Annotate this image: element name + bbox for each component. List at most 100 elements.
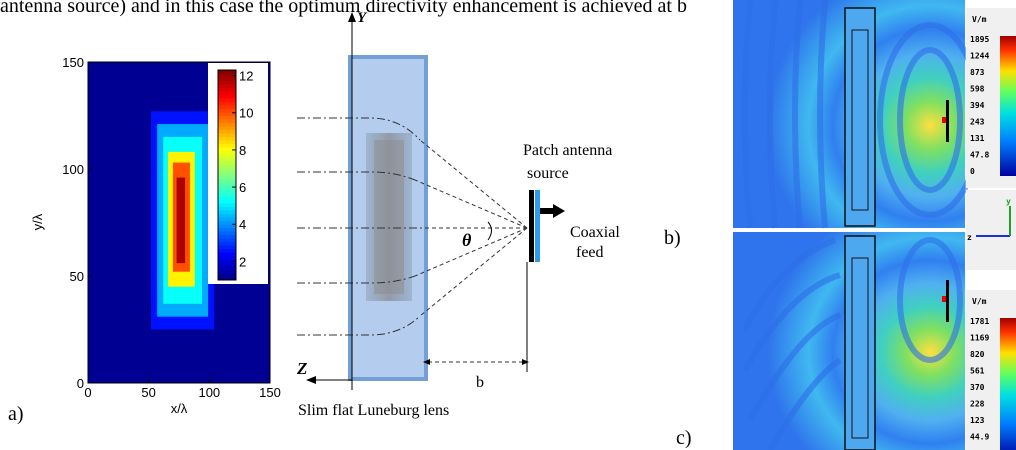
colorbar-step [218, 137, 236, 141]
label: Patch antenna [523, 142, 612, 159]
axis-label: z [967, 233, 972, 242]
legend-unit: V/m [972, 297, 987, 306]
legend-level: 873 [970, 68, 985, 77]
colorbar-label: 8 [239, 143, 246, 158]
colorbar-step [218, 140, 236, 144]
legend-bar [1000, 36, 1016, 176]
colorbar-step [218, 238, 236, 242]
colorbar-step [218, 172, 236, 176]
colorbar-step [218, 70, 236, 74]
colorbar-step [218, 154, 236, 158]
source-rays [415, 140, 527, 362]
colorbar-step [218, 179, 236, 183]
colorbar-step [218, 193, 236, 197]
z-arrowhead [306, 376, 316, 384]
x-tick-label: 100 [198, 385, 220, 400]
lens-diagram: Y Z Patch antenna source Coaxial feed θ … [296, 10, 620, 419]
colorbar-step [218, 207, 236, 211]
panel-label: b) [664, 227, 681, 249]
lens-core-inner [374, 140, 404, 294]
legend-level: 1169 [970, 334, 989, 343]
y-tick-label: 100 [62, 162, 84, 177]
colorbar-step [218, 266, 236, 270]
legend-level: 598 [970, 85, 985, 94]
legend-level: 561 [970, 367, 985, 376]
colorbar-step [218, 210, 236, 214]
colorbar-label: 12 [239, 69, 253, 84]
lens [845, 236, 875, 450]
y-tick-label: 150 [62, 55, 84, 70]
coax-tip [553, 204, 565, 218]
patch-ground [529, 190, 534, 262]
legend-level: 47.8 [970, 151, 989, 160]
label: Coaxial [570, 224, 620, 241]
colorbar-step [218, 242, 236, 246]
colorbar-bg [208, 63, 268, 284]
colorbar-step [218, 252, 236, 256]
colorbar-step [218, 228, 236, 232]
colorbar-step [218, 102, 236, 106]
colorbar-step [218, 95, 236, 99]
legend-level: 820 [970, 350, 985, 359]
legend-unit: V/m [972, 15, 987, 24]
colorbar-step [218, 81, 236, 85]
feed [942, 296, 946, 302]
colorbar-step [218, 214, 236, 218]
colorbar-step [218, 217, 236, 221]
colorbar-step [218, 231, 236, 235]
y-tick-label: 0 [77, 376, 84, 391]
colorbar-step [218, 270, 236, 274]
colorbar-step [218, 165, 236, 169]
feed [942, 117, 946, 123]
colorbar-step [218, 133, 236, 137]
colorbar-step [218, 77, 236, 81]
x-tick-label: 150 [259, 385, 281, 400]
colorbar-step [218, 109, 236, 113]
label: feed [576, 244, 604, 261]
colorbar-step [218, 91, 236, 95]
colorbar-step [218, 235, 236, 239]
colorbar-step [218, 105, 236, 109]
colorbar-step [218, 249, 236, 253]
legend-level: 243 [970, 118, 985, 127]
y-axis-label: y/λ [30, 213, 45, 230]
colorbar-step [218, 98, 236, 102]
colorbar-step [218, 130, 236, 134]
legend-level: 1895 [970, 35, 989, 44]
colorbar-step [218, 182, 236, 186]
panel-label: c) [676, 427, 692, 449]
colorbar-step [218, 263, 236, 267]
source [946, 100, 949, 142]
colorbar-step [218, 84, 236, 88]
coax [540, 208, 554, 214]
colorbar-step [218, 256, 236, 260]
label: source [527, 165, 569, 182]
colorbar-step [218, 200, 236, 204]
axis-label: Z [296, 359, 307, 378]
caption: Slim flat Luneburg lens [298, 402, 449, 419]
colorbar-label: 6 [239, 180, 246, 195]
colorbar-label: 2 [239, 254, 246, 269]
y-tick-label: 50 [70, 269, 84, 284]
legend-level: 131 [970, 134, 985, 143]
heat-cell [177, 178, 185, 264]
x-tick-label: 50 [141, 385, 155, 400]
field-c [733, 232, 965, 450]
colorbar-step [218, 161, 236, 165]
legend-level: 44.9 [970, 433, 989, 442]
panel-label: a) [8, 403, 24, 425]
x-axis-label: x/λ [171, 401, 188, 416]
body-text: antenna source) and in this case the opt… [0, 0, 687, 17]
colorbar-step [218, 126, 236, 130]
figure: antenna source) and in this case the opt… [0, 0, 1016, 450]
colorbar-step [218, 144, 236, 148]
legend-level: 370 [970, 383, 985, 392]
axis-label: y [1006, 197, 1011, 206]
colorbar-step [218, 168, 236, 172]
x-tick-label: 0 [84, 385, 91, 400]
colorbar-step [218, 245, 236, 249]
colorbar-label: 4 [239, 217, 246, 232]
legend-level: 123 [970, 416, 985, 425]
colorbar-step [218, 88, 236, 92]
colorbar-step [218, 189, 236, 193]
